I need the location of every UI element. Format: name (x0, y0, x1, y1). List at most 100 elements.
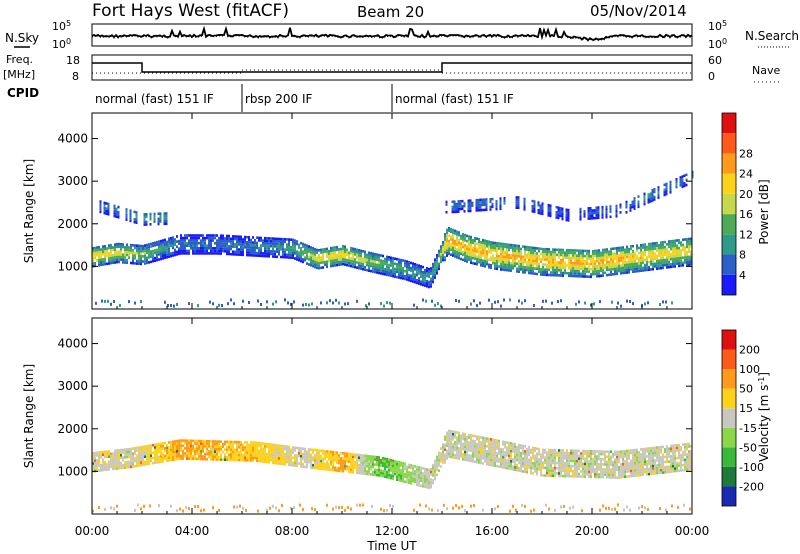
heatmap-cell (578, 272, 580, 275)
heatmap-cell (500, 447, 502, 451)
heatmap-cell (520, 247, 522, 251)
heatmap-cell (116, 258, 118, 261)
heatmap-cell (276, 255, 278, 259)
heatmap-cell (116, 459, 118, 463)
heatmap-cell (502, 242, 504, 246)
heatmap-cell (580, 252, 582, 255)
heatmap-cell (384, 267, 386, 271)
heatmap-cell (396, 475, 398, 479)
heatmap-cell (382, 456, 384, 460)
heatmap-cell (113, 207, 116, 210)
heatmap-cell (92, 464, 94, 468)
heatmap-cell (120, 453, 122, 457)
heatmap-cell (332, 246, 334, 250)
heatmap-cell (108, 463, 110, 466)
heatmap-cell (652, 247, 654, 250)
heatmap-cell (445, 203, 448, 206)
heatmap-cell (562, 253, 564, 257)
heatmap-cell (350, 452, 352, 456)
heatmap-cell (306, 244, 308, 247)
heatmap-cell (412, 262, 414, 265)
heatmap-cell (172, 236, 174, 239)
heatmap-cell (606, 253, 608, 256)
heatmap-cell (362, 456, 364, 460)
heatmap-cell (572, 475, 574, 478)
heatmap-cell (360, 471, 362, 475)
heatmap-cell (434, 271, 436, 274)
heatmap-cell (104, 252, 106, 256)
heatmap-cell (442, 458, 444, 462)
heatmap-cell (332, 251, 334, 255)
heatmap-cell (120, 456, 122, 460)
heatmap-cell (554, 266, 556, 269)
heatmap-cell (306, 453, 308, 456)
heatmap-cell (416, 281, 418, 285)
heatmap-cell (162, 257, 164, 260)
heatmap-cell (431, 299, 433, 303)
heatmap-cell (690, 237, 692, 241)
heatmap-cell (130, 450, 132, 453)
heatmap-cell (262, 244, 264, 247)
heatmap-cell (232, 448, 234, 451)
heatmap-cell (126, 251, 128, 254)
heatmap-cell (648, 245, 650, 248)
heatmap-cell (654, 265, 656, 268)
heatmap-cell (316, 261, 318, 265)
heatmap-cell (304, 258, 306, 262)
heatmap-cell (400, 469, 402, 472)
heatmap-cell (340, 263, 342, 266)
heatmap-cell (662, 243, 664, 247)
heatmap-cell (106, 455, 108, 459)
heatmap-cell (154, 249, 156, 252)
heatmap-cell (162, 455, 164, 458)
heatmap-cell (166, 243, 168, 246)
heatmap-cell (442, 251, 444, 254)
heatmap-cell (558, 451, 560, 455)
heatmap-cell (122, 456, 124, 459)
heatmap-cell (554, 273, 556, 277)
heatmap-cell (376, 471, 378, 474)
heatmap-cell (578, 267, 580, 270)
heatmap-cell (477, 198, 480, 202)
heatmap-cell (518, 459, 520, 462)
heatmap-cell (587, 217, 590, 220)
heatmap-cell (678, 259, 680, 262)
heatmap-cell (226, 242, 228, 245)
heatmap-cell (210, 450, 212, 453)
heatmap-cell (604, 253, 606, 257)
heatmap-cell (594, 455, 596, 458)
heatmap-cell (494, 244, 496, 247)
freq-label: Freq. (6, 53, 33, 66)
heatmap-cell (210, 440, 212, 443)
heatmap-cell (550, 461, 552, 465)
heatmap-cell (475, 201, 478, 205)
heatmap-cell (574, 472, 576, 476)
heatmap-cell (496, 444, 498, 447)
heatmap-cell (133, 218, 136, 221)
heatmap-cell (632, 252, 634, 256)
heatmap-cell (270, 456, 272, 459)
heatmap-cell (386, 260, 388, 264)
heatmap-cell (322, 467, 324, 471)
heatmap-cell (170, 456, 172, 459)
heatmap-cell (212, 440, 214, 443)
heatmap-cell (460, 234, 462, 238)
heatmap-cell (96, 254, 98, 257)
heatmap-cell (656, 264, 658, 268)
heatmap-cell (428, 484, 430, 487)
heatmap-cell (248, 451, 250, 454)
heatmap-cell (532, 261, 534, 265)
heatmap-cell (184, 234, 186, 237)
heatmap-cell (160, 452, 162, 456)
heatmap-cell (595, 214, 598, 217)
heatmap-cell (402, 274, 404, 278)
heatmap-cell (186, 236, 188, 240)
heatmap-cell (293, 300, 295, 304)
heatmap-cell (549, 212, 552, 215)
heatmap-cell (490, 463, 492, 467)
heatmap-cell (318, 254, 320, 257)
heatmap-cell (494, 454, 496, 457)
heatmap-cell (476, 455, 478, 459)
heatmap-cell (552, 253, 554, 256)
heatmap-cell (165, 217, 168, 220)
